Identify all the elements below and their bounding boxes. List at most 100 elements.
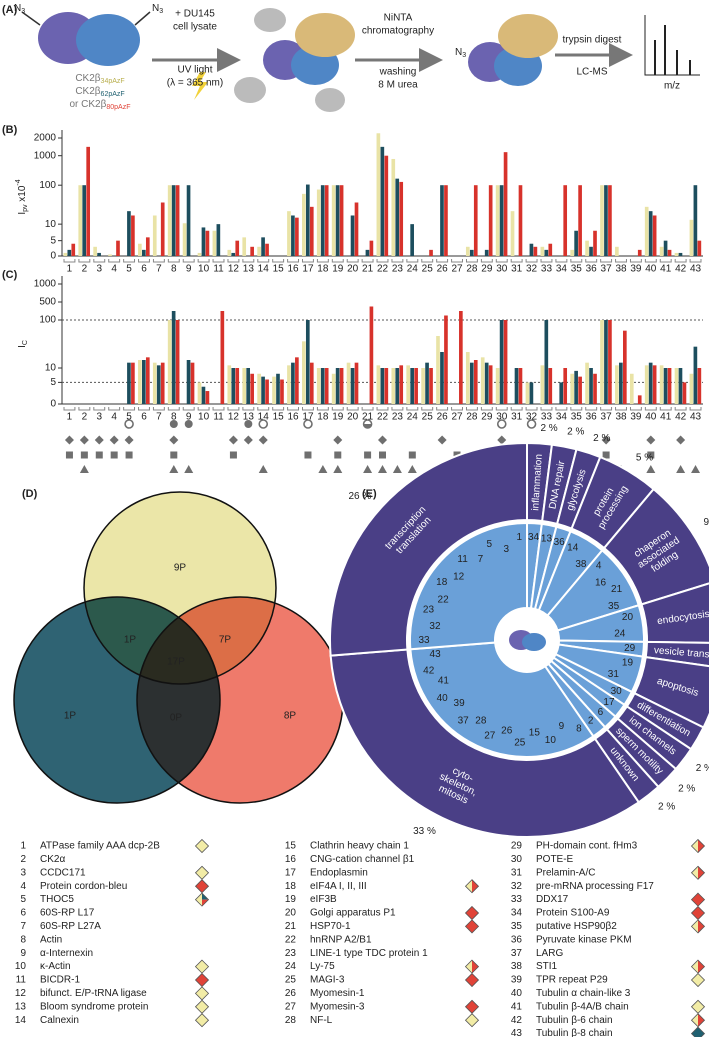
- x-tick-label: 10: [198, 412, 210, 423]
- bar: [529, 382, 534, 404]
- legend-name: Bloom syndrome protein: [40, 1001, 148, 1012]
- membership-icon: [691, 906, 705, 920]
- bar: [160, 202, 165, 256]
- legend-name: Actin: [40, 934, 62, 945]
- indicator-triangle: [378, 465, 387, 473]
- group-bracket: [674, 259, 687, 263]
- bar: [127, 211, 131, 256]
- venn-outline: [83, 491, 277, 685]
- protein-id: 25: [514, 737, 526, 748]
- bar: [167, 185, 172, 256]
- indicator-triangle: [184, 465, 194, 473]
- x-tick-label: 12: [228, 412, 240, 423]
- bar: [138, 243, 142, 256]
- x-tick-label: 15: [273, 264, 285, 275]
- bar: [465, 352, 470, 404]
- step-text: trypsin digest: [563, 35, 622, 46]
- bar: [659, 365, 664, 404]
- group-bracket: [331, 407, 344, 411]
- bar: [608, 185, 612, 256]
- group-bracket: [227, 407, 240, 411]
- legend-name: LARG: [536, 948, 563, 959]
- legend-name: Calnexin: [40, 1015, 79, 1026]
- x-tick-label: 33: [541, 264, 553, 275]
- membership-icon: [195, 986, 209, 1000]
- protein-id: 27: [484, 731, 496, 742]
- group-bracket: [629, 259, 642, 263]
- membership-icon: [691, 866, 698, 880]
- bar: [570, 373, 574, 404]
- indicator-triangle: [318, 465, 328, 473]
- legend-name: CNG-cation channel β1: [310, 854, 415, 865]
- membership-icon: [195, 893, 202, 907]
- indicator-circle: [244, 420, 253, 428]
- bar: [529, 243, 534, 256]
- membership-icon: [195, 879, 209, 893]
- legend-name: pre-mRNA processing F17: [536, 881, 654, 892]
- protein-id: 37: [458, 715, 470, 726]
- bar: [82, 185, 87, 256]
- bar: [495, 368, 500, 404]
- bar: [305, 184, 310, 256]
- group-bracket: [525, 407, 538, 411]
- outer-segment: [329, 648, 641, 838]
- bar: [518, 185, 523, 256]
- bar: [484, 362, 489, 404]
- x-tick-label: 43: [690, 264, 702, 275]
- indicator-triangle: [79, 465, 89, 473]
- bar: [384, 155, 389, 256]
- bar: [604, 320, 608, 404]
- protein-id: 31: [608, 669, 620, 680]
- group-bracket: [361, 407, 374, 411]
- bar: [324, 368, 329, 404]
- indicator-diamond: [333, 435, 343, 445]
- group-bracket: [376, 407, 389, 411]
- indicator-square: [170, 451, 178, 459]
- legend-number: 41: [511, 1001, 523, 1012]
- legend-name: POTE-E: [536, 854, 574, 865]
- membership-icon: [698, 1013, 705, 1027]
- bar: [689, 219, 694, 256]
- indicator-diamond: [94, 435, 104, 445]
- x-tick-label: 16: [287, 264, 299, 275]
- indicator-diamond: [243, 435, 253, 445]
- membership-icon: [698, 866, 705, 880]
- x-tick-label: 28: [466, 264, 478, 275]
- legend-name: α-Internexin: [40, 948, 93, 959]
- legend-name: eIF3B: [310, 894, 337, 905]
- legend-name: MAGI-3: [310, 975, 345, 986]
- protein-id: 14: [567, 542, 579, 553]
- bar: [97, 252, 101, 256]
- legend-number: 1: [20, 841, 26, 852]
- bar: [376, 133, 381, 256]
- bar: [637, 249, 642, 256]
- venn-label: 1P: [64, 711, 77, 722]
- group-bracket: [182, 259, 195, 263]
- indicator-diamond: [497, 435, 507, 445]
- azide-label: N3: [152, 3, 163, 16]
- x-tick-label: 5: [126, 412, 132, 423]
- bar: [272, 376, 276, 404]
- bar: [414, 368, 418, 404]
- x-tick-label: 21: [362, 264, 374, 275]
- legend-number: 33: [511, 894, 523, 905]
- bar: [667, 368, 672, 404]
- x-tick-label: 36: [586, 412, 598, 423]
- bar: [563, 185, 568, 256]
- x-tick-label: 22: [377, 264, 389, 275]
- group-bracket: [138, 259, 150, 263]
- bar: [145, 237, 150, 256]
- group-bracket: [406, 259, 419, 263]
- bar: [410, 224, 414, 256]
- text-part: 34pAzF: [101, 78, 125, 85]
- variant-label: CK2β34pAzF: [75, 73, 124, 86]
- text-part: N: [14, 3, 21, 14]
- y-tick-label: 1000: [34, 279, 57, 290]
- group-bracket: [302, 259, 314, 263]
- group-bracket: [570, 407, 583, 411]
- panel-label: (D): [22, 488, 38, 500]
- azide-label: N3: [14, 3, 25, 16]
- bar: [212, 230, 217, 256]
- bar: [309, 206, 314, 256]
- bar: [644, 365, 649, 404]
